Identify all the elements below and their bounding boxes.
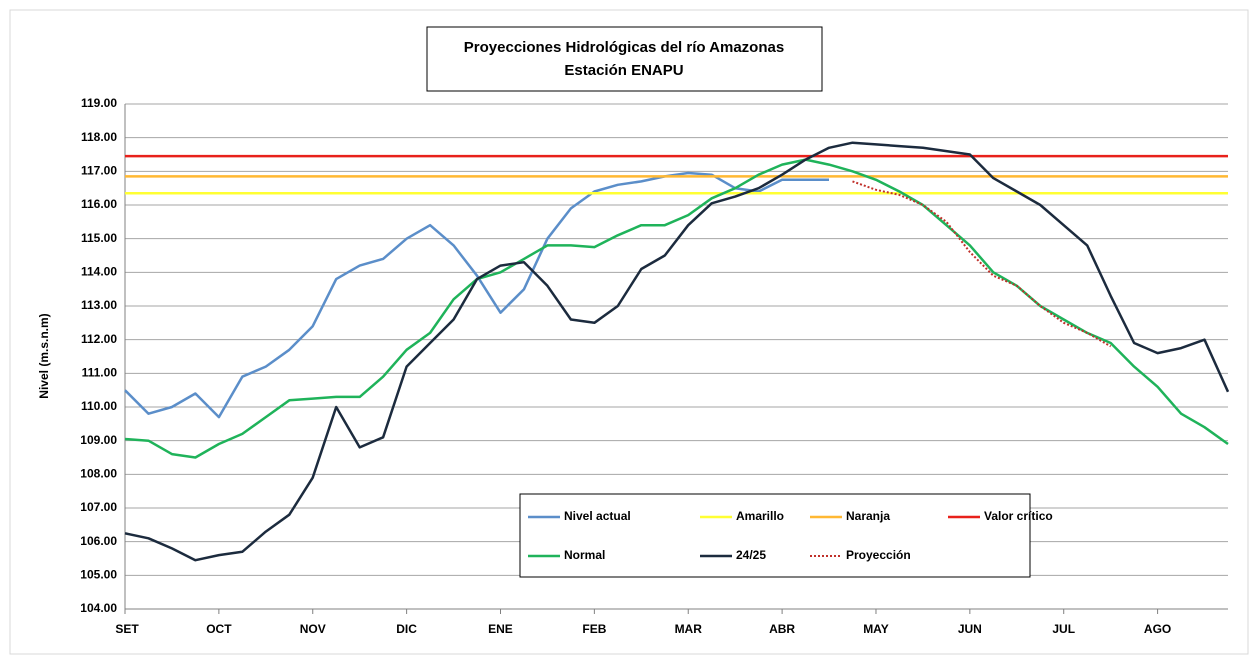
legend-label: Nivel actual — [564, 509, 631, 523]
x-tick-label: ENE — [488, 622, 513, 636]
series-line — [124, 158, 1229, 459]
y-tick-label: 114.00 — [81, 265, 117, 279]
legend-label: 24/25 — [736, 548, 766, 562]
x-tick-label: FEB — [582, 622, 606, 636]
x-tick-label: MAR — [675, 622, 703, 636]
legend-box — [519, 493, 1031, 578]
series-line — [124, 141, 1230, 562]
y-tick-label: 108.00 — [80, 467, 117, 481]
chart-subtitle: Estación ENAPU — [564, 62, 683, 79]
y-tick-label: 110.00 — [81, 399, 117, 413]
x-tick-label: ABR — [769, 622, 795, 636]
legend-label: Valor crítico — [984, 509, 1053, 523]
x-tick-label: AGO — [1144, 622, 1171, 636]
y-tick-label: 119.00 — [81, 96, 117, 110]
x-tick-label: SET — [115, 622, 139, 636]
legend-label: Proyección — [846, 548, 911, 562]
legend-label: Naranja — [846, 509, 890, 523]
legend-label: Amarillo — [736, 509, 784, 523]
y-tick-label: 113.00 — [81, 298, 117, 312]
series-line — [124, 171, 829, 419]
y-tick-label: 109.00 — [80, 433, 117, 447]
x-tick-label: MAY — [863, 622, 889, 636]
series-line — [852, 180, 1112, 348]
y-tick-label: 117.00 — [81, 164, 117, 178]
legend-label: Normal — [564, 548, 605, 562]
y-tick-label: 106.00 — [80, 534, 117, 548]
x-tick-label: JUN — [958, 622, 982, 636]
x-tick-label: DIC — [396, 622, 417, 636]
y-tick-label: 112.00 — [81, 332, 117, 346]
title-box — [426, 26, 823, 92]
y-axis-label: Nivel (m.s.n.m) — [37, 313, 51, 398]
y-tick-label: 111.00 — [82, 366, 118, 380]
x-tick-label: JUL — [1052, 622, 1075, 636]
y-tick-label: 115.00 — [81, 231, 117, 245]
chart-title: Proyecciones Hidrológicas del río Amazon… — [464, 39, 784, 56]
y-tick-label: 118.00 — [81, 130, 117, 144]
y-tick-label: 105.00 — [80, 568, 117, 582]
x-tick-label: OCT — [206, 622, 232, 636]
y-tick-label: 116.00 — [81, 197, 117, 211]
y-tick-label: 104.00 — [80, 601, 117, 615]
x-tick-label: NOV — [300, 622, 326, 636]
y-tick-label: 107.00 — [80, 500, 117, 514]
